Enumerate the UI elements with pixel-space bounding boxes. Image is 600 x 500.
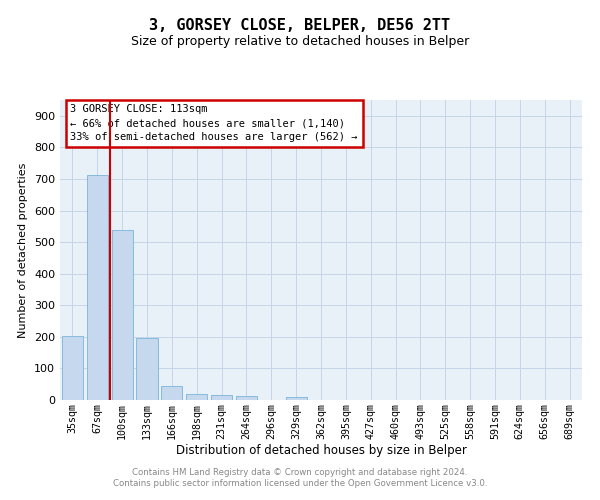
Text: 3 GORSEY CLOSE: 113sqm
← 66% of detached houses are smaller (1,140)
33% of semi-: 3 GORSEY CLOSE: 113sqm ← 66% of detached… — [70, 104, 358, 142]
Text: Contains HM Land Registry data © Crown copyright and database right 2024.
Contai: Contains HM Land Registry data © Crown c… — [113, 468, 487, 487]
Y-axis label: Number of detached properties: Number of detached properties — [19, 162, 28, 338]
Bar — [87, 175, 108, 400]
Bar — [62, 336, 83, 400]
X-axis label: Distribution of detached houses by size in Belper: Distribution of detached houses by size … — [176, 444, 466, 458]
Text: 3, GORSEY CLOSE, BELPER, DE56 2TT: 3, GORSEY CLOSE, BELPER, DE56 2TT — [149, 18, 451, 32]
Bar — [136, 338, 158, 400]
Bar — [186, 394, 207, 400]
Text: Size of property relative to detached houses in Belper: Size of property relative to detached ho… — [131, 35, 469, 48]
Bar — [112, 230, 133, 400]
Bar — [236, 396, 257, 400]
Bar — [161, 386, 182, 400]
Bar — [286, 397, 307, 400]
Bar — [211, 396, 232, 400]
